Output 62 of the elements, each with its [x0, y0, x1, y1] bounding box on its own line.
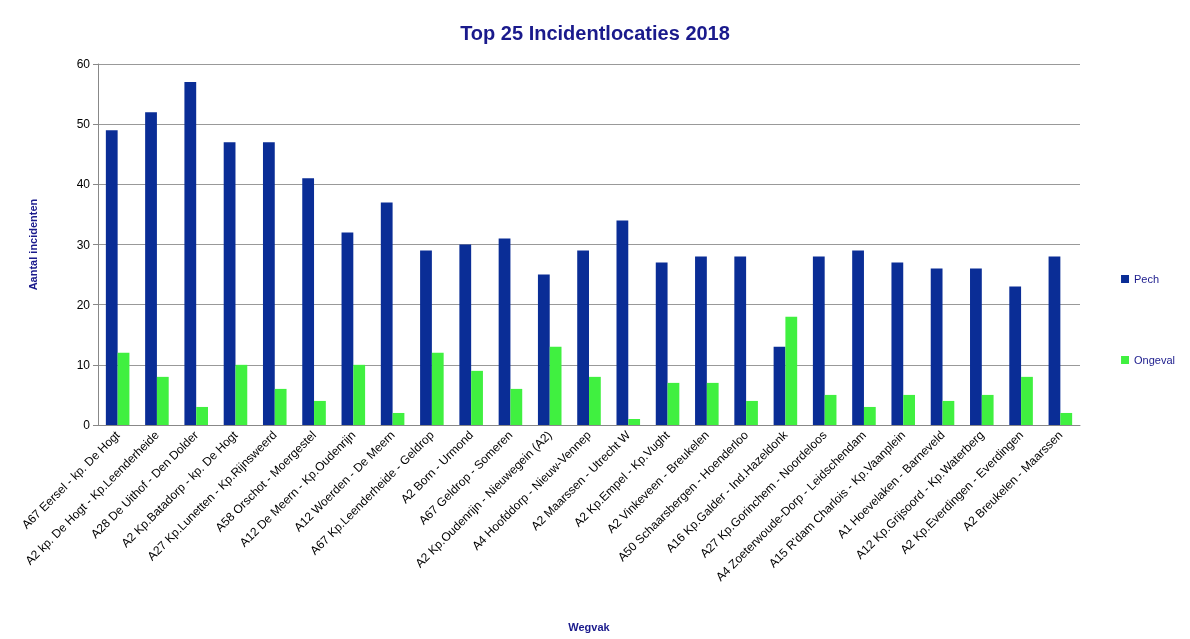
bar [471, 370, 483, 425]
bar [262, 142, 275, 425]
bar [746, 400, 758, 425]
bar [695, 256, 707, 425]
bar [145, 112, 157, 425]
bar [1009, 286, 1022, 425]
bar [235, 364, 248, 425]
bar [589, 376, 601, 425]
bar [773, 346, 786, 425]
bar [655, 262, 668, 425]
bar [105, 130, 118, 425]
bar [616, 220, 629, 425]
bar [863, 406, 876, 425]
bar [981, 394, 994, 425]
y-tick-label: 10 [76, 357, 91, 372]
bar [970, 268, 982, 425]
bar [341, 232, 354, 425]
bar [628, 418, 641, 425]
bar [314, 400, 326, 425]
y-tick-label: 20 [76, 297, 91, 312]
bar [1060, 412, 1073, 425]
bar [537, 274, 550, 425]
y-tick-label: 40 [76, 177, 91, 192]
bar [1021, 376, 1033, 425]
bar [392, 412, 405, 425]
bar [734, 256, 747, 425]
bar [353, 364, 366, 425]
legend-label: Pech [1134, 273, 1160, 285]
y-axis-title: Aantal incidenten [26, 198, 39, 291]
bar [942, 400, 955, 425]
bar [903, 394, 916, 425]
legend-label: Ongeval [1134, 354, 1176, 366]
bar [117, 352, 130, 425]
bar [549, 346, 562, 425]
bar [785, 316, 798, 425]
y-tick-label: 30 [76, 237, 91, 252]
bar [380, 202, 393, 425]
bar [891, 262, 904, 425]
bar [667, 382, 680, 425]
bar [420, 250, 432, 425]
bar [196, 406, 208, 425]
bar [431, 352, 444, 425]
bar [812, 256, 825, 425]
bar [706, 382, 719, 425]
y-tick-label: 0 [83, 418, 91, 432]
chart-title: Top 25 Incidentlocaties 2018 [460, 22, 730, 44]
y-tick-label: 50 [76, 117, 91, 132]
bar [459, 244, 472, 425]
y-tick-label: 60 [76, 57, 91, 71]
x-axis-title: Wegvak [568, 620, 611, 633]
bar [930, 268, 943, 425]
bar [223, 142, 236, 425]
bar [302, 178, 315, 425]
bar [510, 388, 523, 425]
bar [274, 388, 287, 425]
bar [852, 250, 864, 425]
bar [1048, 256, 1061, 425]
bar [577, 250, 589, 425]
bar [824, 394, 837, 425]
bar [498, 238, 511, 425]
bar [156, 376, 169, 425]
bar [184, 82, 197, 425]
